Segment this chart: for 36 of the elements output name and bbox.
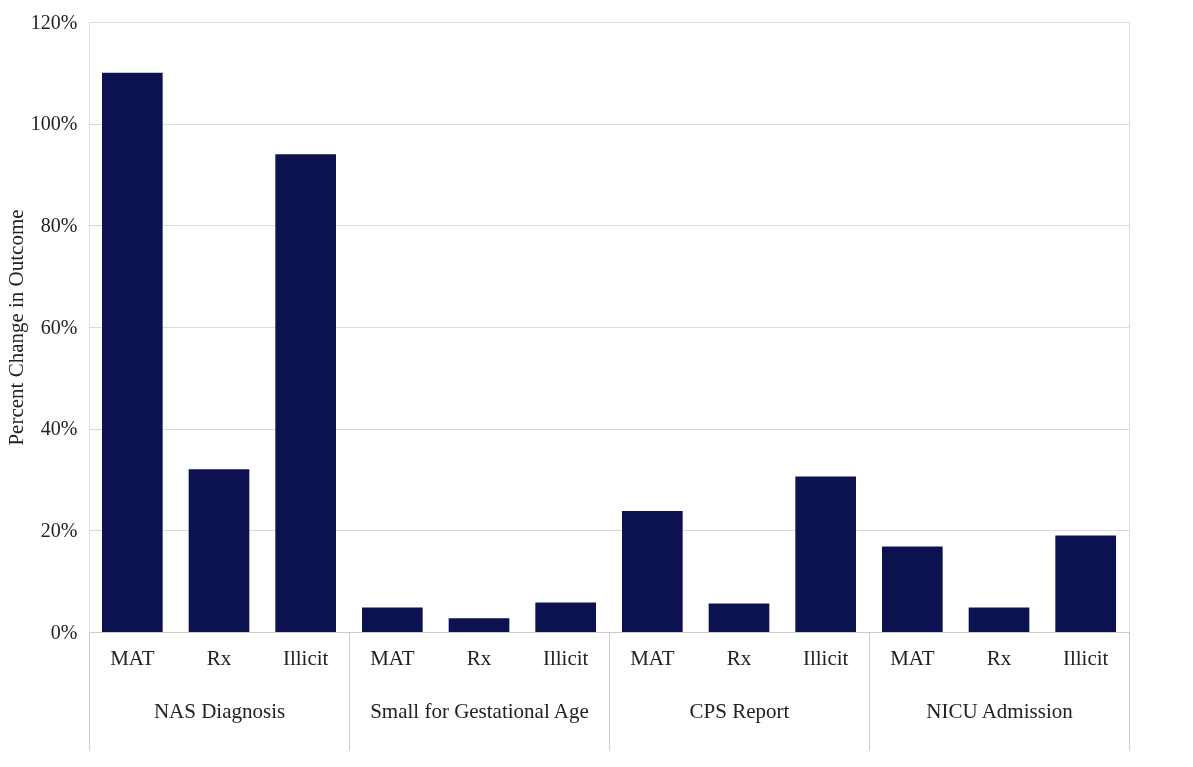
bar bbox=[622, 511, 683, 632]
series-label: MAT bbox=[110, 646, 155, 670]
bar bbox=[882, 546, 943, 632]
x-tick-label: NICU Admission bbox=[926, 698, 1074, 723]
bar bbox=[448, 618, 510, 632]
y-tick-label: 120% bbox=[30, 10, 78, 33]
text: Rx bbox=[986, 646, 1012, 670]
bar bbox=[102, 72, 163, 632]
text: Illicit bbox=[802, 646, 849, 670]
bar bbox=[708, 603, 770, 632]
text: MAT bbox=[890, 646, 935, 670]
y-tick-label: 80% bbox=[40, 213, 78, 236]
bar bbox=[188, 469, 250, 632]
text: MAT bbox=[370, 646, 415, 670]
x-tick-label: Small for Gestational Age bbox=[370, 698, 589, 723]
y-axis-title: Percent Change in Outcome bbox=[3, 209, 28, 446]
bar bbox=[275, 154, 336, 632]
bar bbox=[968, 607, 1030, 632]
x-tick-label: NAS Diagnosis bbox=[153, 698, 286, 723]
bar bbox=[362, 607, 423, 632]
bar bbox=[535, 602, 596, 632]
text: Rx bbox=[726, 646, 752, 670]
text: Illicit bbox=[1062, 646, 1109, 670]
y-tick-label: 100% bbox=[30, 112, 78, 135]
bar bbox=[1055, 535, 1116, 632]
series-label: Illicit bbox=[282, 646, 329, 670]
text: MAT bbox=[630, 646, 675, 670]
bar bbox=[795, 476, 856, 632]
text: Illicit bbox=[542, 646, 589, 670]
x-tick-label: CPS Report bbox=[689, 698, 790, 723]
y-tick-label: 20% bbox=[40, 518, 78, 541]
y-tick-label: 40% bbox=[40, 417, 78, 440]
series-label: Rx bbox=[206, 646, 232, 670]
y-tick-label: 60% bbox=[40, 315, 78, 338]
y-tick-label: 0% bbox=[50, 620, 78, 643]
text: Rx bbox=[466, 646, 492, 670]
